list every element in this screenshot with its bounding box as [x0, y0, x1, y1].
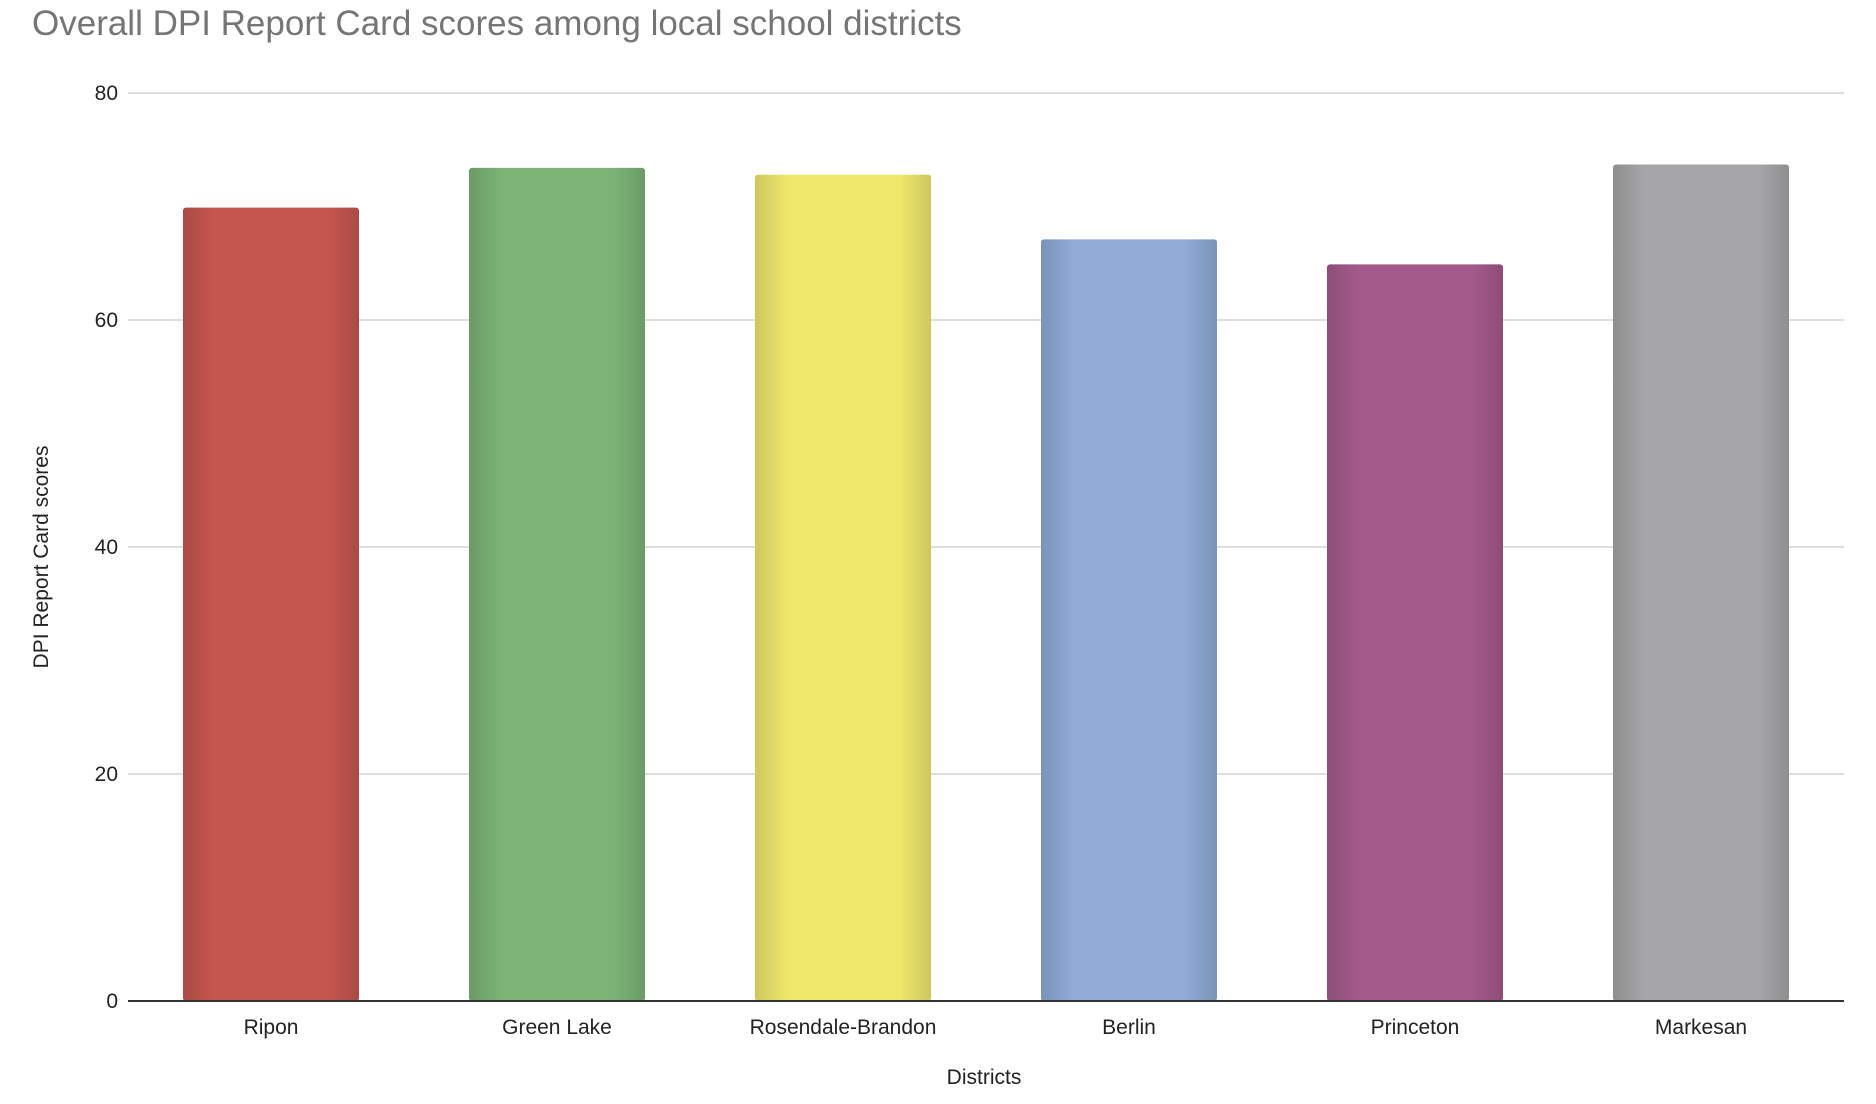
- y-axis-title: DPI Report Card scores: [30, 446, 53, 669]
- bar-shading: [469, 167, 645, 1001]
- y-tick-label: 0: [106, 990, 118, 1013]
- x-tick-label: Princeton: [1371, 1016, 1460, 1039]
- x-tick-label: Markesan: [1655, 1016, 1747, 1039]
- x-tick-label: Ripon: [244, 1016, 299, 1039]
- x-axis-title: Districts: [947, 1066, 1022, 1089]
- x-tick-label: Rosendale-Brandon: [750, 1016, 937, 1039]
- y-tick-label: 80: [95, 82, 118, 105]
- bar-shading: [755, 174, 931, 1002]
- bars: [183, 164, 1789, 1002]
- y-tick-labels: 0 20 40 60 80: [95, 82, 118, 1013]
- bar-shading: [1327, 264, 1503, 1001]
- y-tick-label: 40: [95, 536, 118, 559]
- gridlines: [128, 92, 1844, 775]
- chart-title: Overall DPI Report Card scores among loc…: [32, 4, 962, 43]
- y-tick-label: 20: [95, 763, 118, 786]
- x-tick-labels: Ripon Green Lake Rosendale-Brandon Berlin Pr…: [244, 1016, 1748, 1039]
- bar-shading: [183, 207, 359, 1001]
- bar-shading: [1613, 164, 1789, 1001]
- x-tick-label: Berlin: [1102, 1016, 1156, 1039]
- x-tick-label: Green Lake: [502, 1016, 612, 1039]
- bar-shading: [1041, 239, 1217, 1002]
- y-tick-label: 60: [95, 309, 118, 332]
